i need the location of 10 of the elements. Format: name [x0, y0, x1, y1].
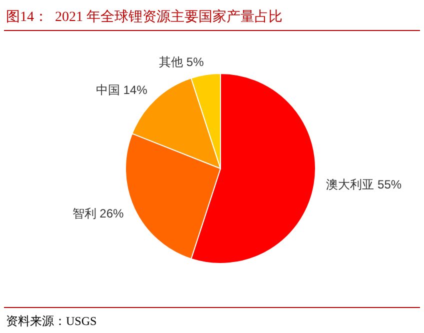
data-label: 55%	[378, 178, 402, 192]
text: 资料来源：USGS	[6, 313, 97, 330]
chart-title: 图14： 2021 年全球锂资源主要国家产量占比	[6, 8, 282, 26]
data-label: 26%	[100, 206, 124, 220]
slice-label: 其他	[159, 55, 184, 70]
slice-label: 澳大利亚	[326, 178, 374, 192]
slice-label: 中国	[96, 82, 120, 97]
data-label: 14%	[123, 82, 148, 97]
data-label: 5%	[186, 55, 204, 70]
slice-label: 智利	[72, 206, 96, 220]
